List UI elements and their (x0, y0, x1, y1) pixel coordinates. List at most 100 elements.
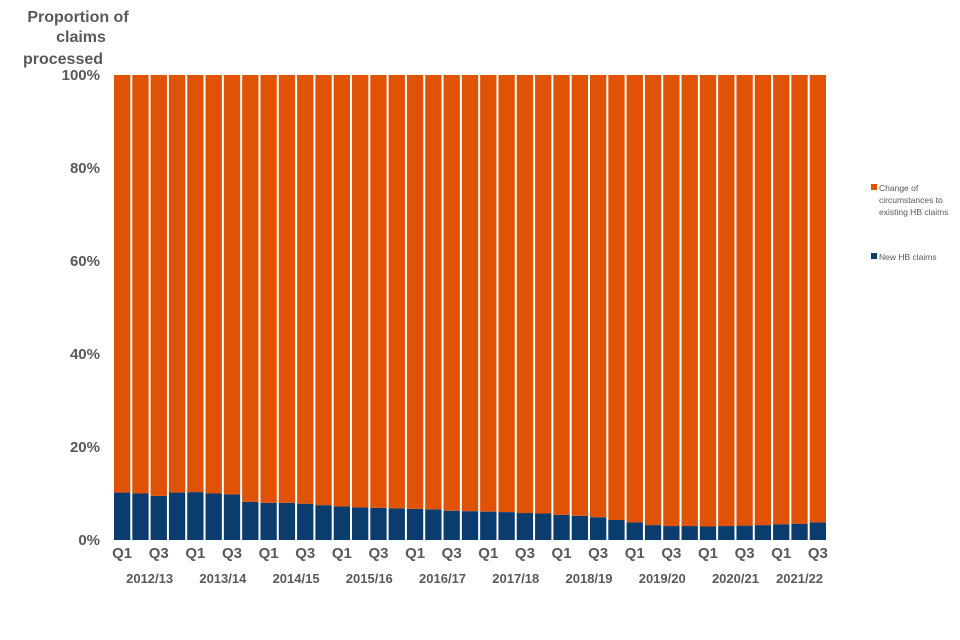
y-axis-title-line: claims (56, 29, 106, 46)
bar-segment-new-hb-claims (278, 502, 296, 540)
bar-segment-change-of-circumstances (681, 75, 698, 527)
x-tick-label-year: 2020/21 (712, 571, 759, 586)
x-tick-label-year: 2019/20 (639, 571, 686, 586)
x-tick-label-year: 2013/14 (199, 571, 247, 586)
bar-segment-new-hb-claims (168, 492, 186, 540)
bar-segment-change-of-circumstances (626, 75, 643, 523)
bar-segment-change-of-circumstances (114, 75, 131, 493)
bar-segment-change-of-circumstances (242, 75, 259, 502)
x-tick-label-quarter: Q1 (625, 545, 645, 562)
y-tick-label: 0% (78, 532, 100, 549)
bar-segment-new-hb-claims (315, 505, 332, 541)
bar-segment-new-hb-claims (242, 501, 259, 540)
bar-segment-new-hb-claims (681, 526, 698, 540)
bar-segment-new-hb-claims (535, 513, 552, 540)
bar-segment-new-hb-claims (516, 513, 534, 540)
bar-segment-new-hb-claims (260, 502, 277, 540)
bar-segment-change-of-circumstances (297, 75, 314, 504)
x-tick-label-quarter: Q1 (405, 545, 425, 562)
bar-segment-new-hb-claims (297, 503, 314, 540)
bar-segment-change-of-circumstances (315, 75, 332, 506)
y-tick-label: 60% (70, 253, 100, 270)
legend-label-new-hb-claims: New HB claims (879, 252, 937, 262)
bar-segment-change-of-circumstances (791, 75, 808, 524)
bar-segment-change-of-circumstances (663, 75, 680, 527)
y-axis-title-line: Proportion of (27, 9, 129, 26)
bar-segment-change-of-circumstances (498, 75, 515, 513)
y-tick-label: 40% (70, 346, 100, 363)
bar-segment-change-of-circumstances (132, 75, 149, 494)
bar-segment-change-of-circumstances (644, 75, 662, 526)
bar-segment-new-hb-claims (644, 525, 662, 540)
x-tick-label-quarter: Q3 (808, 545, 828, 562)
x-tick-label-year: 2012/13 (126, 571, 173, 586)
bar-segment-new-hb-claims (626, 522, 643, 540)
bar-segment-change-of-circumstances (754, 75, 772, 526)
legend-label-change-of-circumstances: existing HB claims (879, 207, 948, 217)
legend-swatch-change-of-circumstances (871, 184, 877, 190)
bar-segment-new-hb-claims (480, 511, 497, 540)
bar-segment-new-hb-claims (443, 510, 460, 540)
x-tick-label-quarter: Q1 (185, 545, 205, 562)
bar-segment-change-of-circumstances (809, 75, 826, 523)
y-tick-label: 100% (62, 67, 100, 84)
bars-group (114, 75, 826, 541)
x-tick-label-quarter: Q3 (368, 545, 388, 562)
bar-segment-change-of-circumstances (333, 75, 350, 507)
x-tick-label-quarter: Q1 (112, 545, 132, 562)
bar-segment-new-hb-claims (114, 492, 131, 540)
x-tick-label-quarter: Q3 (222, 545, 242, 562)
bar-segment-change-of-circumstances (553, 75, 570, 515)
bar-segment-change-of-circumstances (187, 75, 204, 493)
bar-segment-change-of-circumstances (370, 75, 387, 508)
x-tick-label-quarter: Q1 (332, 545, 352, 562)
x-axis-year-labels: 2012/13 2013/14 2014/15 2015/16 2016/17 2017/… (126, 571, 823, 586)
bar-segment-new-hb-claims (736, 525, 753, 540)
bar-segment-change-of-circumstances (443, 75, 460, 511)
x-tick-label-quarter: Q3 (735, 545, 755, 562)
bar-segment-change-of-circumstances (480, 75, 497, 512)
x-tick-label-quarter: Q3 (588, 545, 608, 562)
bar-segment-new-hb-claims (370, 507, 387, 540)
bar-segment-new-hb-claims (461, 511, 479, 540)
bar-segment-new-hb-claims (663, 526, 680, 540)
bar-segment-new-hb-claims (699, 526, 717, 540)
bar-segment-change-of-circumstances (590, 75, 607, 518)
bar-segment-change-of-circumstances (406, 75, 424, 509)
legend-swatch-new-hb-claims (871, 253, 877, 259)
x-tick-label-quarter: Q3 (149, 545, 169, 562)
bar-segment-change-of-circumstances (461, 75, 479, 512)
bar-segment-change-of-circumstances (608, 75, 625, 520)
y-axis-title-line: processed (23, 51, 103, 68)
bar-segment-new-hb-claims (150, 495, 167, 540)
y-axis-title: Proportion of claims processed (23, 9, 129, 68)
bar-segment-new-hb-claims (352, 507, 369, 540)
x-tick-label-quarter: Q1 (478, 545, 498, 562)
bar-segment-new-hb-claims (553, 514, 570, 540)
legend-label-change-of-circumstances: circumstances to (879, 195, 943, 205)
bar-segment-change-of-circumstances (352, 75, 369, 508)
bar-segment-new-hb-claims (223, 494, 241, 540)
x-tick-label-year: 2018/19 (566, 571, 613, 586)
y-tick-label: 80% (70, 160, 100, 177)
bar-segment-change-of-circumstances (736, 75, 753, 526)
bar-segment-new-hb-claims (205, 493, 222, 540)
x-tick-label-year: 2014/15 (273, 571, 320, 586)
y-tick-label: 20% (70, 439, 100, 456)
bar-segment-change-of-circumstances (150, 75, 167, 496)
x-tick-label-quarter: Q1 (552, 545, 572, 562)
bar-segment-change-of-circumstances (773, 75, 790, 525)
bar-segment-change-of-circumstances (205, 75, 222, 494)
x-tick-label-quarter: Q3 (442, 545, 462, 562)
bar-segment-change-of-circumstances (718, 75, 735, 527)
x-tick-label-year: 2015/16 (346, 571, 393, 586)
x-tick-label-year: 2016/17 (419, 571, 466, 586)
bar-segment-new-hb-claims (333, 506, 350, 540)
bar-segment-change-of-circumstances (168, 75, 186, 493)
bar-segment-change-of-circumstances (260, 75, 277, 503)
bar-segment-change-of-circumstances (535, 75, 552, 514)
bar-segment-change-of-circumstances (699, 75, 717, 527)
x-tick-label-year: 2021/22 (776, 571, 823, 586)
